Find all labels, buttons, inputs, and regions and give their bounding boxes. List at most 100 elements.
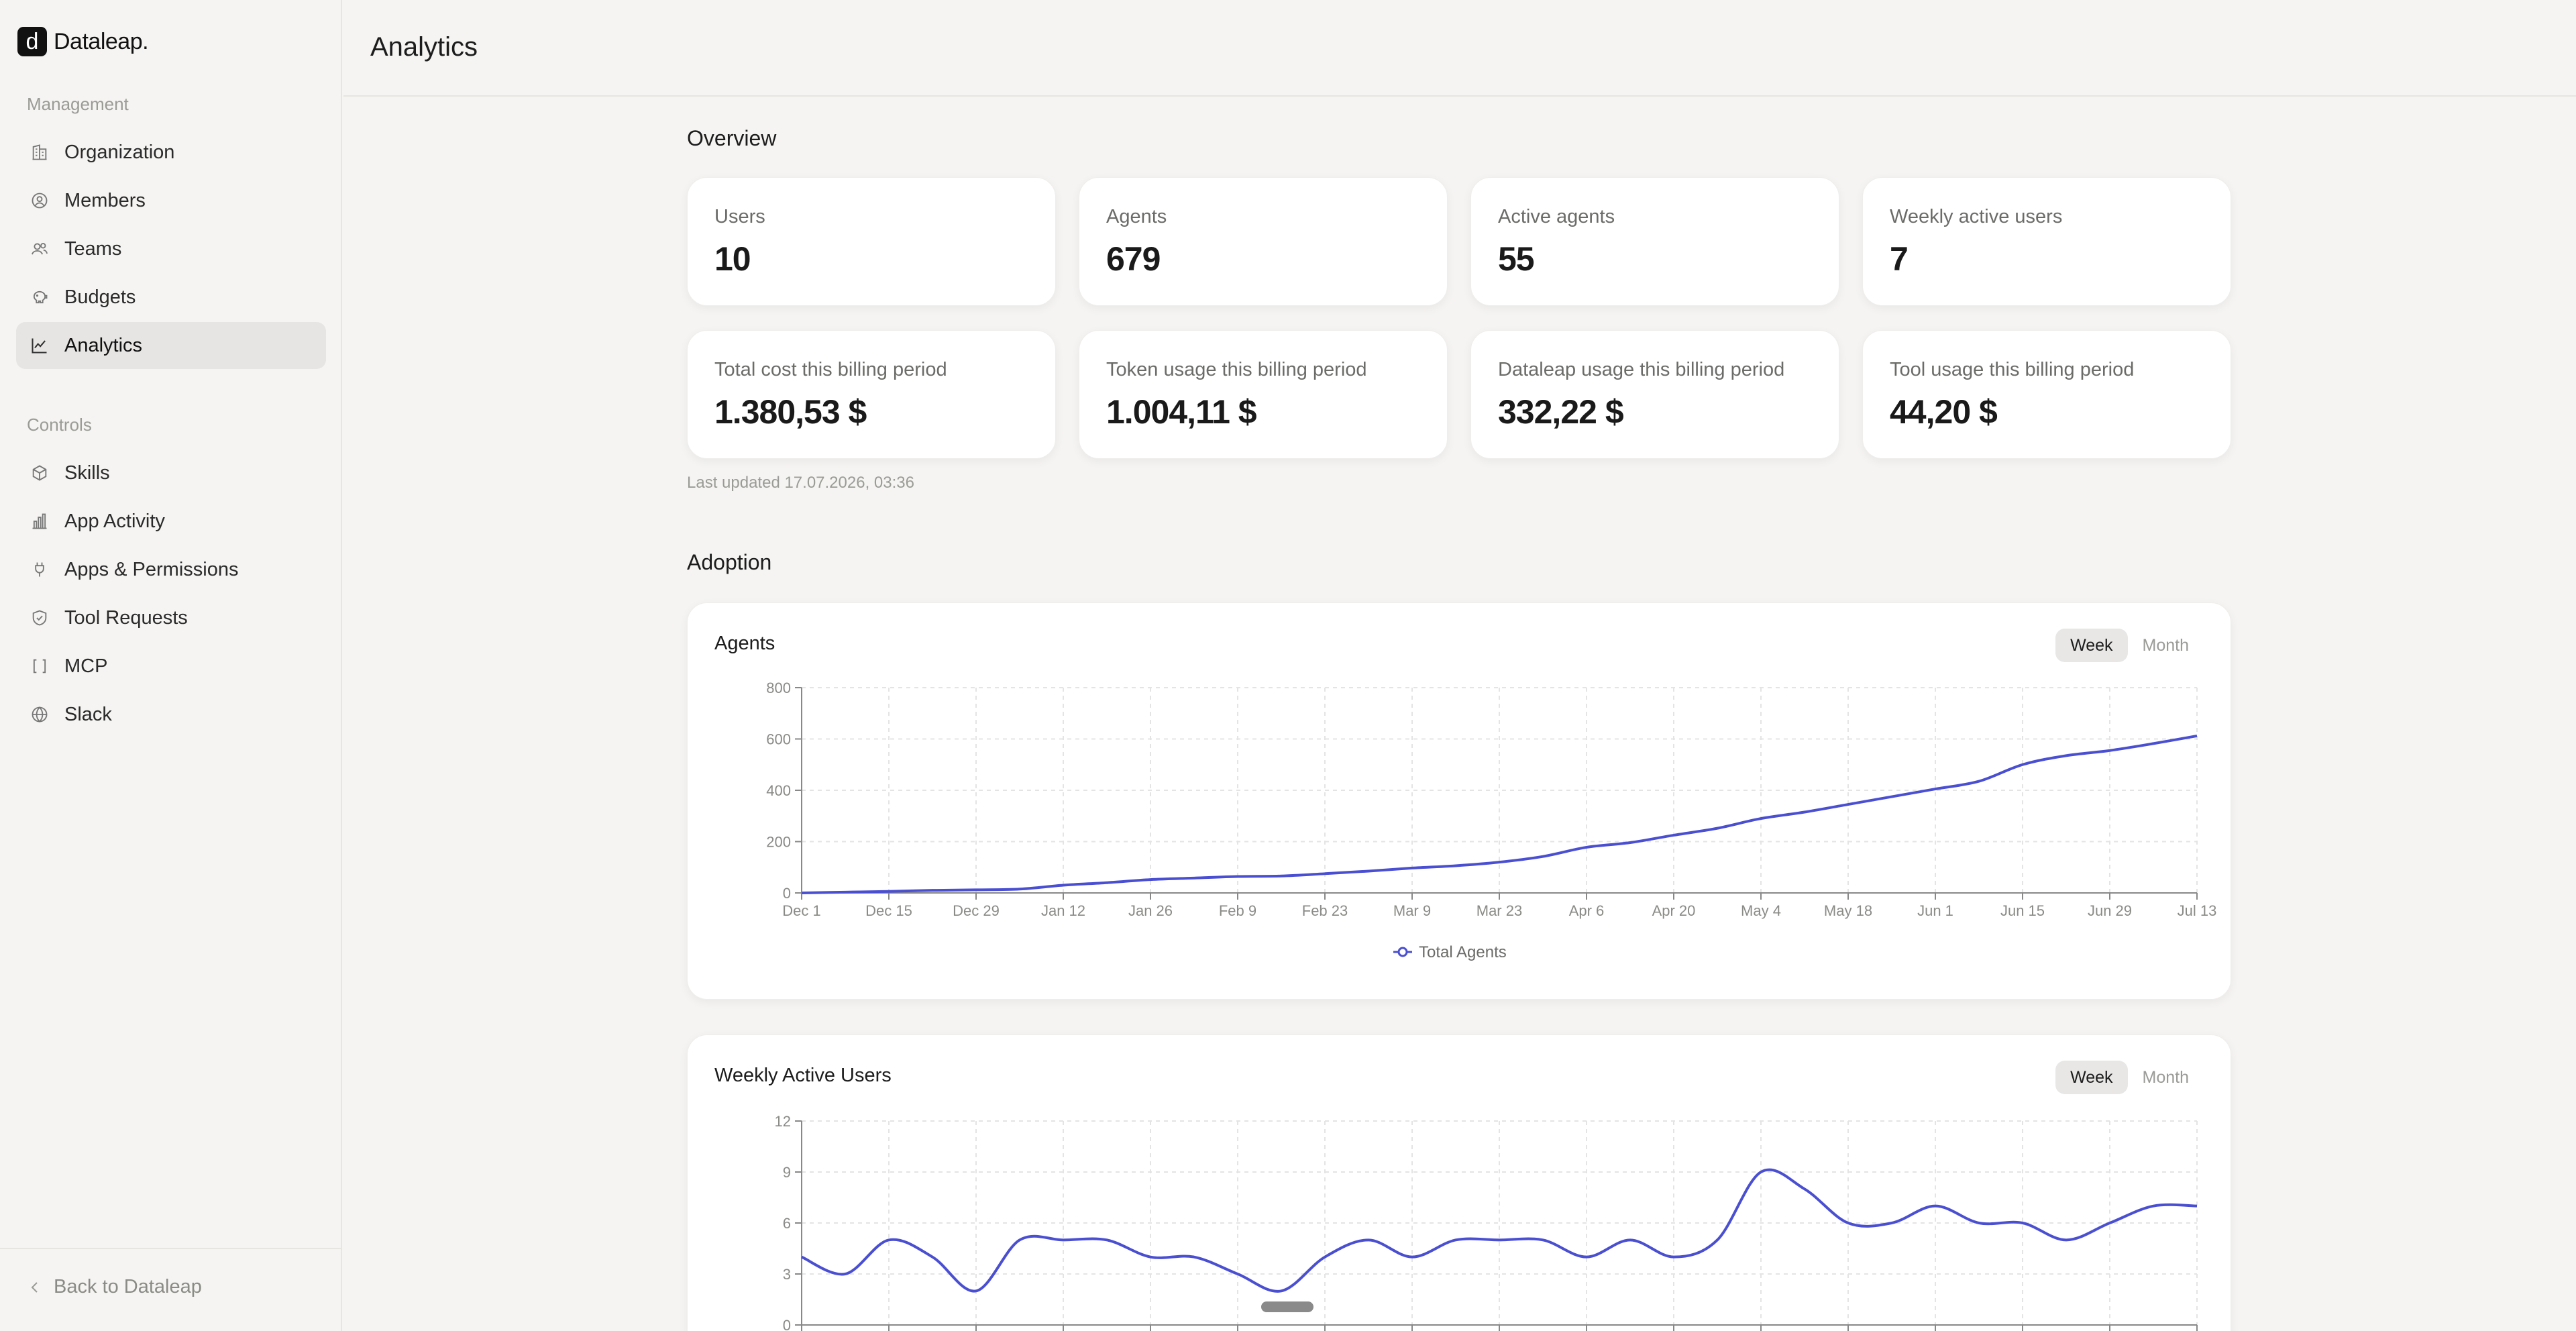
y-tick-label: 400 (766, 782, 791, 799)
y-tick-label: 12 (775, 1113, 791, 1130)
month-toggle-button[interactable]: Month (2142, 1067, 2189, 1087)
sidebar-item-organization[interactable]: Organization (16, 129, 326, 176)
stat-value: 10 (714, 240, 751, 278)
sidebar-item-label: Analytics (64, 334, 143, 356)
month-toggle-button[interactable]: Month (2142, 635, 2189, 655)
stat-label: Agents (1106, 206, 1167, 227)
sidebar-item-mcp[interactable]: MCP (16, 643, 326, 690)
sidebar-item-teams[interactable]: Teams (16, 225, 326, 272)
brand-logo[interactable]: d Dataleap. (17, 27, 149, 56)
piggy-bank-icon (30, 287, 50, 307)
y-tick-label: 200 (766, 834, 791, 851)
chart-title: Agents (714, 633, 775, 654)
building-icon (30, 142, 50, 162)
sidebar-item-label: Skills (64, 462, 110, 484)
sidebar: d Dataleap. Management Organization Memb… (0, 0, 342, 1331)
page-header: Analytics (343, 0, 2576, 97)
brackets-icon (30, 656, 50, 676)
period-toggle: Week Month (2055, 629, 2204, 662)
last-updated: Last updated 17.07.2026, 03:36 (687, 474, 914, 492)
y-tick-label: 800 (766, 680, 791, 696)
x-tick-label: Dec 29 (953, 902, 1000, 919)
sidebar-item-apps-permissions[interactable]: Apps & Permissions (16, 546, 326, 593)
chevron-left-icon (31, 1281, 38, 1293)
x-tick-label: May 4 (1741, 902, 1781, 919)
sidebar-item-label: Organization (64, 141, 175, 163)
stat-value: 44,20 $ (1890, 393, 1998, 431)
sidebar-item-label: MCP (64, 655, 108, 677)
y-tick-label: 0 (783, 1317, 791, 1331)
section-label-controls: Controls (27, 415, 92, 435)
sidebar-item-app-activity[interactable]: App Activity (16, 498, 326, 545)
x-tick-label: Mar 9 (1393, 902, 1431, 919)
y-tick-label: 9 (783, 1164, 791, 1181)
adoption-title: Adoption (687, 550, 772, 574)
sidebar-item-label: Slack (64, 703, 112, 725)
shield-check-icon (30, 608, 50, 628)
sidebar-item-label: Tool Requests (64, 606, 188, 629)
sidebar-item-tool-requests[interactable]: Tool Requests (16, 594, 326, 641)
stat-label: Token usage this billing period (1106, 359, 1367, 380)
stat-label: Active agents (1498, 206, 1615, 227)
back-to-dataleap-link[interactable]: Back to Dataleap (27, 1276, 202, 1298)
x-tick-label: Feb 9 (1219, 902, 1256, 919)
stat-card-tool-usage: Tool usage this billing period 44,20 $ (1862, 330, 2231, 459)
x-tick-label: Jan 26 (1128, 902, 1173, 919)
user-circle-icon (30, 191, 50, 211)
stat-label: Total cost this billing period (714, 359, 947, 380)
stat-value: 679 (1106, 240, 1161, 278)
stat-card-total-cost: Total cost this billing period 1.380,53 … (687, 330, 1056, 459)
x-tick-label: Dec 1 (782, 902, 820, 919)
back-link-label: Back to Dataleap (54, 1276, 202, 1297)
x-tick-label: May 18 (1824, 902, 1872, 919)
weekly-active-users-line-chart: 0 3 6 9 12 (775, 1113, 2198, 1331)
stat-value: 1.004,11 $ (1106, 393, 1257, 431)
y-tick-label: 0 (783, 885, 791, 902)
x-tick-label: Jan 12 (1041, 902, 1085, 919)
stat-value: 1.380,53 $ (714, 393, 867, 431)
sidebar-item-budgets[interactable]: Budgets (16, 274, 326, 321)
chart-title: Weekly Active Users (714, 1065, 892, 1086)
stat-card-token-usage: Token usage this billing period 1.004,11… (1079, 330, 1448, 459)
period-toggle: Week Month (2055, 1061, 2204, 1094)
x-tick-label: Apr 20 (1652, 902, 1696, 919)
stat-value: 332,22 $ (1498, 393, 1624, 431)
y-tick-label: 6 (783, 1215, 791, 1232)
sidebar-item-label: Members (64, 189, 146, 211)
page-title: Analytics (370, 32, 478, 62)
sidebar-item-label: Teams (64, 237, 122, 260)
brand-name: Dataleap. (54, 28, 149, 54)
bar-chart-icon (30, 511, 50, 531)
stat-label: Tool usage this billing period (1890, 359, 2135, 380)
plug-icon (30, 560, 50, 580)
sidebar-item-analytics[interactable]: Analytics (16, 322, 326, 369)
sidebar-item-members[interactable]: Members (16, 177, 326, 224)
chart-legend: Total Agents (1393, 943, 1507, 961)
legend-label: Total Agents (1419, 943, 1507, 961)
sidebar-item-slack[interactable]: Slack (16, 691, 326, 738)
sidebar-item-skills[interactable]: Skills (16, 449, 326, 496)
series-line (801, 1168, 2198, 1293)
stat-value: 55 (1498, 240, 1535, 278)
week-toggle-button[interactable]: Week (2055, 1061, 2128, 1094)
stat-card-dataleap-usage: Dataleap usage this billing period 332,2… (1470, 330, 1839, 459)
agents-line-chart: 0 200 400 600 800 Dec 1 Dec 15 Dec 29 Jan 12 Jan … (766, 680, 2217, 961)
x-tick-label: Feb 23 (1302, 902, 1348, 919)
stat-label: Users (714, 206, 765, 227)
series-line (801, 734, 2198, 894)
week-toggle-button[interactable]: Week (2055, 629, 2128, 662)
stat-card-weekly-active-users: Weekly active users 7 (1862, 177, 2231, 306)
y-tick-label: 3 (783, 1266, 791, 1283)
agents-chart-card: Agents Week Month 0 200 400 600 800 Dec 1 Dec … (687, 602, 2231, 1000)
sidebar-footer: Back to Dataleap (0, 1248, 341, 1331)
sidebar-item-label: App Activity (64, 510, 165, 532)
line-chart-icon (30, 335, 50, 356)
overview-title: Overview (687, 126, 777, 150)
x-tick-label: Jun 1 (1917, 902, 1953, 919)
sidebar-item-label: Budgets (64, 286, 136, 308)
x-tick-label: Jul 13 (2178, 902, 2217, 919)
stat-card-agents: Agents 679 (1079, 177, 1448, 306)
stat-card-active-agents: Active agents 55 (1470, 177, 1839, 306)
x-tick-label: Dec 15 (865, 902, 912, 919)
scrollbar-thumb[interactable] (1261, 1301, 1313, 1312)
